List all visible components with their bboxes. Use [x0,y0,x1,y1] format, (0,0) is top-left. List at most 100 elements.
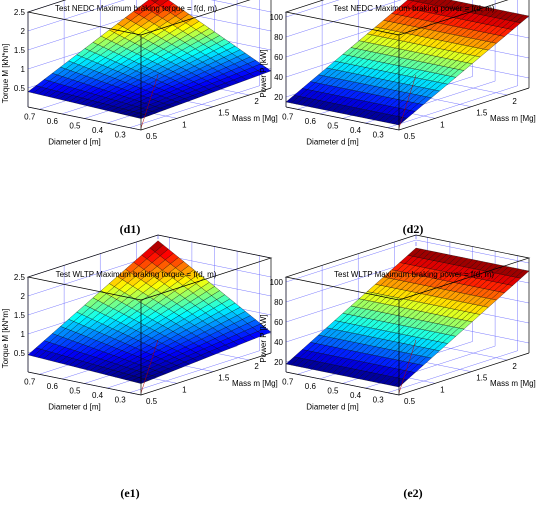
surface-patch [149,240,164,253]
chart-title: Test NEDC Maximum braking torque = f(d, … [55,4,217,13]
z-axis-label: Torque M [kN*m] [1,44,10,104]
x-tick-label: 0.5 [327,122,339,131]
y-tick-label: 2 [512,97,517,106]
z-tick-label: 40 [274,338,283,347]
z-tick-label: 100 [270,13,284,22]
axes-box [284,0,530,131]
reference-line [140,74,159,129]
x-tick-label: 0.3 [115,396,127,405]
surface [285,247,530,388]
x-tick-label: 0.5 [69,387,81,396]
box-floor-edge [27,87,272,131]
figure-caption: (e1) [120,486,139,500]
z-axis-label: Torque M [kN*m] [1,309,10,369]
box-top-edge [26,0,251,36]
tick-labels: 0.5 1 1.5 2 2.5 0.7 0.6 0.5 0.4 0.3 0.5 1 1.5 2 [14,273,259,406]
x-axis-label: Diameter d [m] [306,138,358,147]
z-tick-label: 2 [21,292,26,301]
chart-title: Test WLTP Maximum braking torque = f(d, … [56,270,217,279]
z-tick-label: 20 [274,93,283,102]
y-tick-label: 2 [512,362,517,371]
surface [27,0,272,119]
z-tick-label: 100 [270,278,284,287]
y-tick-label: 1 [440,385,445,394]
y-axis-label: Mass m [Mg] [232,114,278,123]
x-tick-label: 0.6 [47,382,59,391]
z-tick-label: 40 [274,73,283,82]
box-floor-edge [285,87,530,131]
z-axis-label: Power P [kW] [259,49,268,97]
x-tick-label: 0.5 [327,387,339,396]
tick-labels: 20 40 60 80 100 0.7 0.6 0.5 0.4 0.3 0.5 1 1.5 2 [270,278,518,406]
z-tick-label: 20 [274,358,283,367]
z-tick-label: 80 [274,33,283,42]
tick-labels: 20 40 60 80 100 0.7 0.6 0.5 0.4 0.3 0.5 1 1.5 2 [270,13,518,141]
surface [285,0,530,126]
box-floor-edge [27,352,272,396]
y-tick-label: 1 [182,120,187,129]
y-tick-label: 0.5 [404,132,416,141]
x-tick-label: 0.4 [92,391,104,400]
z-tick-label: 1.5 [14,311,26,320]
z-tick-label: 1 [21,65,26,74]
y-tick-label: 2 [254,97,259,106]
x-tick-label: 0.3 [373,131,385,140]
z-tick-label: 1 [21,330,26,339]
y-tick-label: 1.5 [476,109,488,118]
surface-patch [412,0,421,3]
chart-title: Test WLTP Maximum braking power = f(d, m… [334,270,494,279]
x-tick-label: 0.7 [24,112,36,121]
figure-caption: (d2) [403,222,424,236]
z-axis-label: Power P [kW] [259,314,268,362]
z-tick-label: 0.5 [14,84,26,93]
x-axis-label: Diameter d [m] [48,403,100,412]
z-tick-label: 60 [274,53,283,62]
x-tick-label: 0.6 [305,382,317,391]
x-axis-label: Diameter d [m] [48,138,100,147]
x-tick-label: 0.7 [282,377,294,386]
chart-panel-4: 20 40 60 80 100 0.7 0.6 0.5 0.4 0.3 0.5 1 1.5 2 Power … [259,234,536,500]
axes-box [26,0,272,131]
x-tick-label: 0.4 [350,391,362,400]
reference-line [140,339,159,394]
surface-patch [407,247,422,257]
x-axis-label: Diameter d [m] [306,403,358,412]
x-tick-label: 0.3 [115,131,127,140]
x-tick-label: 0.5 [69,122,81,131]
axes-box [26,234,273,396]
x-tick-label: 0.3 [373,396,385,405]
box-floor-edge [285,352,530,396]
z-tick-label: 2.5 [14,8,26,17]
reference-line [398,339,417,394]
z-tick-label: 60 [274,318,283,327]
x-tick-label: 0.4 [350,126,362,135]
grid-line [285,0,340,18]
y-tick-label: 0.5 [146,132,158,141]
z-tick-label: 0.5 [14,349,26,358]
chart-panel-3: 0.5 1 1.5 2 2.5 0.7 0.6 0.5 0.4 0.3 0.5 1 1.5 2 Torque… [1,234,278,500]
y-axis-label: Mass m [Mg] [232,379,278,388]
y-tick-label: 1.5 [218,374,230,383]
x-tick-label: 0.7 [24,377,36,386]
reference-line [398,74,417,129]
y-axis-label: Mass m [Mg] [490,379,536,388]
axes-box [284,234,531,396]
z-tick-label: 2 [21,27,26,36]
z-tick-label: 80 [274,298,283,307]
y-tick-label: 0.5 [404,397,416,406]
figure-caption: (e2) [403,486,422,500]
surface-patch [407,0,415,2]
y-tick-label: 0.5 [146,397,158,406]
tick-labels: 0.5 1 1.5 2 2.5 0.7 0.6 0.5 0.4 0.3 0.5 1 1.5 2 [14,8,259,141]
chart-panel-1: 0.5 1 1.5 2 2.5 0.7 0.6 0.5 0.4 0.3 0.5 1 1.5 2 Torque… [1,0,278,236]
surface-patch [417,0,428,4]
x-tick-label: 0.6 [47,117,59,126]
y-axis-label: Mass m [Mg] [490,114,536,123]
y-tick-label: 1 [182,385,187,394]
y-tick-label: 2 [254,362,259,371]
x-tick-label: 0.4 [92,126,104,135]
x-tick-label: 0.7 [282,112,294,121]
y-tick-label: 1.5 [218,109,230,118]
surface [27,240,272,384]
